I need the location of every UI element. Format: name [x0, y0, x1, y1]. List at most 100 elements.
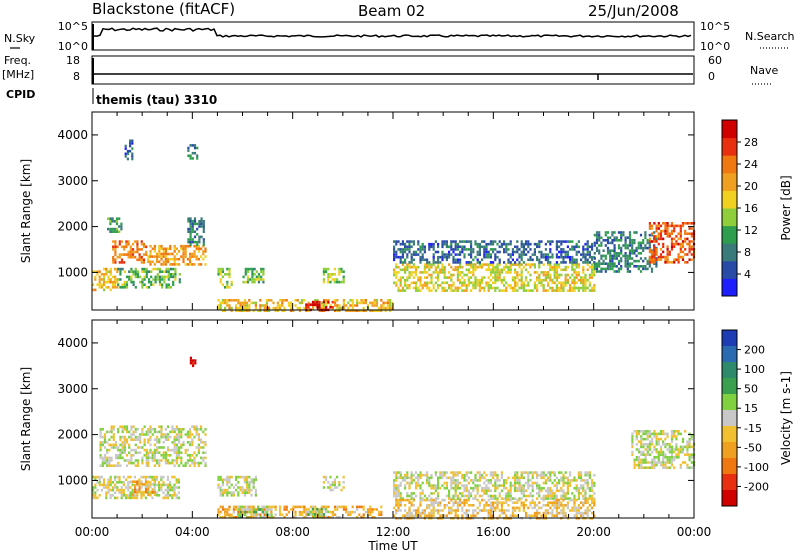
heatmap-cell: [644, 231, 647, 234]
heatmap-cell: [129, 248, 132, 251]
heatmap-cell: [147, 475, 150, 479]
heatmap-cell: [338, 516, 341, 519]
heatmap-cell: [133, 494, 136, 497]
heatmap-cell: [558, 289, 561, 292]
heatmap-cell: [393, 258, 396, 262]
heatmap-cell: [120, 491, 123, 494]
heatmap-cell: [637, 456, 641, 459]
heatmap-cell: [470, 261, 473, 264]
heatmap-cell: [536, 278, 539, 282]
heatmap-cell: [187, 230, 190, 233]
heatmap-cell: [144, 475, 147, 479]
heatmap-cell: [108, 464, 111, 467]
heatmap-cell: [331, 488, 334, 492]
heatmap-cell: [448, 509, 451, 512]
heatmap-cell: [202, 451, 205, 454]
heatmap-cell: [298, 513, 301, 516]
heatmap-cell: [160, 255, 163, 258]
heatmap-cell: [175, 486, 178, 489]
heatmap-cell: [254, 475, 257, 479]
heatmap-cell: [408, 265, 411, 269]
heatmap-cell: [325, 507, 328, 511]
heatmap-cell: [448, 492, 451, 495]
heatmap-cell: [586, 497, 589, 500]
heatmap-cell: [120, 481, 123, 484]
heatmap-cell: [593, 514, 596, 517]
heatmap-cell: [653, 248, 656, 251]
heatmap-cell: [538, 484, 541, 487]
heatmap-cell: [262, 280, 265, 284]
velocity-ytick-label: 2000: [57, 428, 88, 442]
heatmap-cell: [555, 245, 558, 249]
heatmap-cell: [494, 240, 497, 243]
heatmap-cell: [136, 446, 140, 449]
heatmap-cell: [171, 428, 174, 431]
heatmap-cell: [628, 233, 632, 237]
heatmap-cell: [129, 496, 132, 500]
heatmap-cell: [481, 258, 484, 262]
heatmap-cell: [226, 494, 229, 497]
heatmap-cell: [642, 461, 645, 464]
heatmap-cell: [162, 496, 165, 500]
heatmap-cell: [167, 433, 170, 436]
heatmap-cell: [239, 301, 242, 305]
heatmap-cell: [423, 284, 426, 287]
heatmap-cell: [448, 501, 451, 504]
heatmap-cell: [566, 278, 569, 282]
heatmap-cell: [217, 273, 220, 276]
heatmap-cell: [664, 222, 667, 225]
heatmap-cell: [430, 265, 433, 269]
heatmap-cell: [553, 289, 556, 292]
heatmap-cell: [410, 504, 413, 507]
heatmap-cell: [489, 263, 492, 266]
velocity-colorbar-swatch: [722, 490, 737, 507]
heatmap-cell: [239, 306, 242, 310]
heatmap-cell: [182, 257, 185, 261]
heatmap-cell: [555, 486, 558, 490]
heatmap-cell: [178, 263, 181, 266]
heatmap-cell: [476, 511, 479, 515]
heatmap-cell: [617, 262, 621, 265]
heatmap-cell: [651, 227, 654, 230]
heatmap-cell: [483, 250, 486, 254]
heatmap-cell: [167, 283, 170, 286]
heatmap-cell: [426, 271, 429, 274]
heatmap-cell: [639, 257, 643, 260]
heatmap-cell: [498, 271, 501, 274]
heatmap-cell: [642, 267, 645, 271]
velocity-ytick-label: 1000: [57, 473, 88, 487]
heatmap-cell: [120, 496, 123, 500]
heatmap-cell: [673, 229, 676, 233]
heatmap-cell: [395, 240, 398, 243]
heatmap-cell: [582, 276, 585, 279]
heatmap-cell: [160, 257, 163, 261]
heatmap-cell: [525, 242, 528, 246]
heatmap-cell: [118, 488, 121, 492]
heatmap-cell: [686, 232, 689, 235]
heatmap-cell: [505, 486, 508, 490]
heatmap-cell: [465, 486, 468, 490]
heatmap-cell: [158, 267, 162, 271]
heatmap-cell: [268, 508, 271, 511]
heatmap-cell: [399, 481, 402, 485]
heatmap-cell: [631, 262, 634, 265]
heatmap-cell: [200, 446, 203, 449]
heatmap-cell: [586, 263, 589, 266]
heatmap-cell: [107, 217, 110, 220]
heatmap-cell: [511, 289, 514, 292]
heatmap-cell: [635, 231, 638, 234]
heatmap-cell: [527, 473, 530, 477]
nsky-label: N.Sky: [4, 32, 36, 45]
heatmap-cell: [369, 505, 372, 509]
heatmap-cell: [525, 498, 528, 502]
heatmap-cell: [121, 451, 124, 454]
heatmap-cell: [120, 486, 123, 489]
heatmap-cell: [200, 247, 203, 251]
heatmap-cell: [577, 473, 580, 477]
heatmap-cell: [670, 453, 674, 456]
heatmap-cell: [367, 508, 370, 511]
heatmap-cell: [450, 265, 453, 269]
heatmap-cell: [242, 275, 245, 279]
heatmap-cell: [166, 478, 169, 481]
